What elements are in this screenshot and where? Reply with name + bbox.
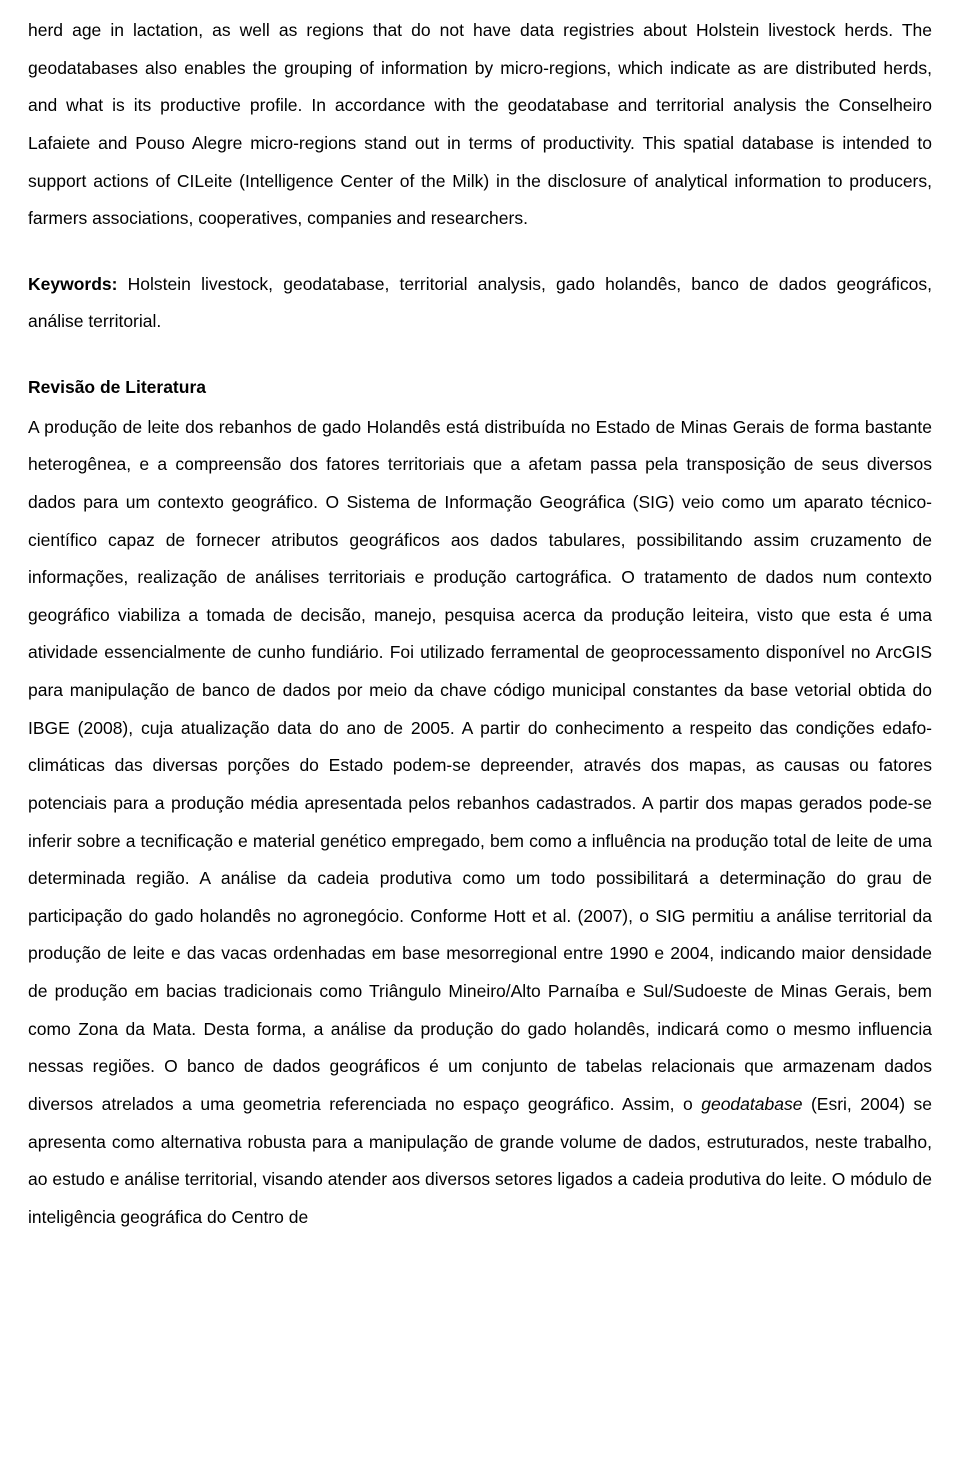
section-body: A produção de leite dos rebanhos de gado… <box>28 409 932 1237</box>
abstract-paragraph: herd age in lactation, as well as region… <box>28 12 932 238</box>
keywords-paragraph: Keywords: Holstein livestock, geodatabas… <box>28 266 932 341</box>
body-part1: A produção de leite dos rebanhos de gado… <box>28 417 932 1114</box>
keywords-label: Keywords: <box>28 274 117 294</box>
body-italic: geodatabase <box>701 1094 802 1114</box>
keywords-text: Holstein livestock, geodatabase, territo… <box>28 274 932 332</box>
section-heading: Revisão de Literatura <box>28 369 932 407</box>
